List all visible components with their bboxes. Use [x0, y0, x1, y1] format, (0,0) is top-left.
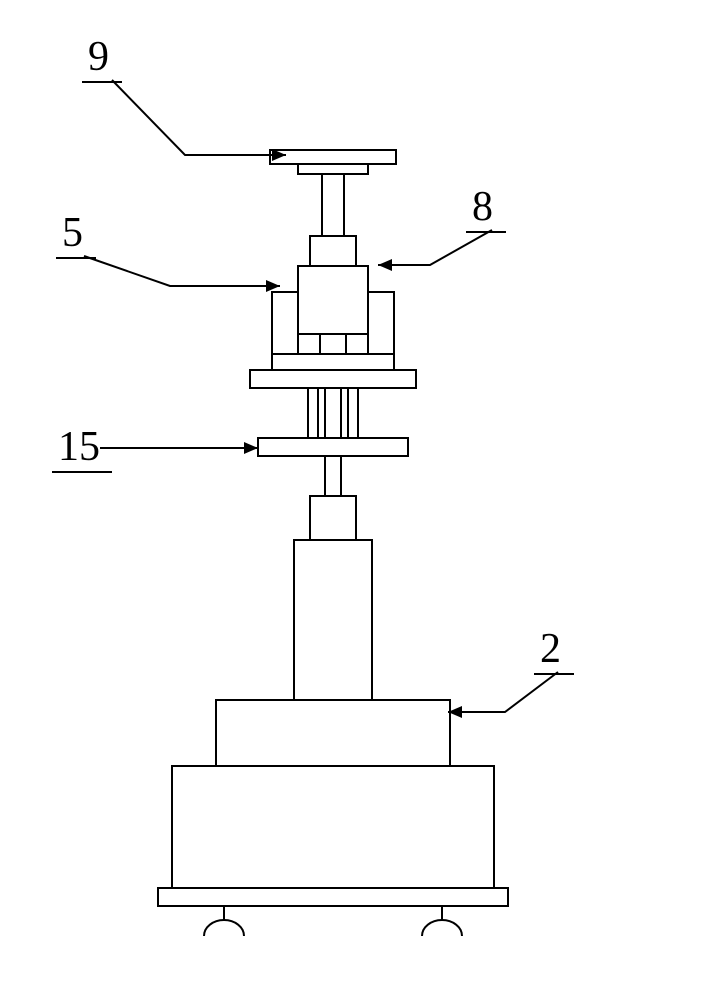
bracket-right	[368, 292, 394, 354]
leader-2	[448, 672, 558, 712]
rod-right	[348, 388, 358, 438]
label-8: 8	[472, 186, 493, 228]
block-upper	[310, 236, 356, 266]
label-9: 9	[88, 36, 109, 78]
leader-5	[84, 256, 280, 286]
body	[172, 766, 494, 888]
leader-8	[378, 230, 492, 265]
foot-cup	[422, 920, 462, 936]
top-plate-under	[298, 164, 368, 174]
arrow-head	[244, 442, 258, 454]
bracket-left	[272, 292, 298, 354]
top-shaft	[322, 174, 344, 236]
leader-9	[112, 80, 286, 155]
rod-left	[308, 388, 318, 438]
shaft-mid	[310, 496, 356, 540]
label-2: 2	[540, 628, 561, 670]
arrow-head	[266, 280, 280, 292]
flange-lower	[258, 438, 408, 456]
label-15: 15	[58, 426, 100, 468]
bracket-base	[272, 354, 394, 370]
parts-group	[158, 150, 508, 906]
top-plate	[270, 150, 396, 164]
flange-upper	[250, 370, 416, 388]
label-5: 5	[62, 212, 83, 254]
block-main	[298, 266, 368, 334]
platform	[216, 700, 450, 766]
technical-drawing	[0, 0, 709, 1000]
base-plate	[158, 888, 508, 906]
foot-cup	[204, 920, 244, 936]
column	[294, 540, 372, 700]
feet-group	[204, 906, 462, 936]
neck-small	[320, 334, 346, 354]
arrow-head	[378, 259, 392, 271]
